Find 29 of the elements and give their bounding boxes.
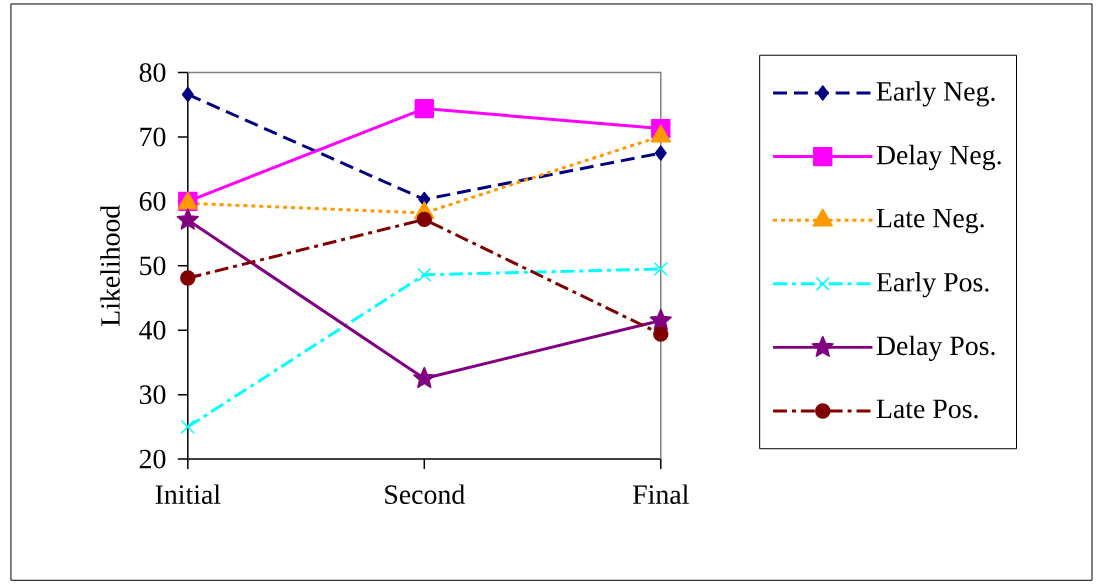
x-tick-label: Second xyxy=(385,484,465,504)
legend-label: Delay Pos. xyxy=(876,335,995,361)
x-tick-label: Final xyxy=(632,484,689,504)
point xyxy=(180,419,195,434)
legend-label: Early Neg. xyxy=(876,81,995,107)
point xyxy=(181,86,194,103)
point xyxy=(180,270,196,286)
point xyxy=(413,366,436,388)
legend-label: Early Pos. xyxy=(876,271,989,298)
point xyxy=(176,208,199,230)
y-tick-label: 40 xyxy=(139,320,166,340)
y-tick-label: 30 xyxy=(139,385,166,404)
point xyxy=(654,145,667,161)
y-tick-label: 60 xyxy=(139,191,166,211)
legend-label: Late Neg. xyxy=(876,208,984,234)
y-axis-title: Likelihood xyxy=(100,204,120,326)
y-tick-label: 80 xyxy=(139,63,166,82)
point xyxy=(414,98,434,119)
y-tick-label: 50 xyxy=(140,256,166,276)
point xyxy=(653,326,669,342)
point xyxy=(416,211,432,227)
legend-label: Late Pos. xyxy=(876,399,978,419)
point xyxy=(417,267,432,282)
point xyxy=(653,261,668,276)
legend-label: Delay Neg. xyxy=(876,144,1001,171)
x-tick-label: Initial xyxy=(155,484,221,504)
y-tick-label: 20 xyxy=(139,449,166,469)
y-tick-label: 70 xyxy=(140,127,166,147)
point xyxy=(649,308,672,331)
